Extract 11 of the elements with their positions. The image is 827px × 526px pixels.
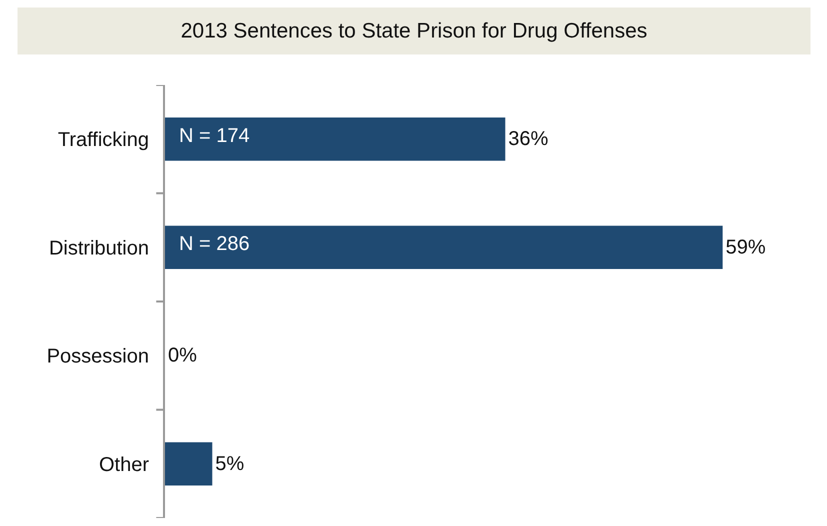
chart-title: 2013 Sentences to State Prison for Drug Offenses bbox=[180, 20, 648, 42]
annotation: N = 286 bbox=[179, 233, 250, 255]
y-tick-label: Possession bbox=[46, 346, 149, 368]
annotation: N = 174 bbox=[179, 125, 250, 147]
y-tick-label: Distribution bbox=[48, 237, 149, 260]
data-label: 36% bbox=[508, 128, 549, 150]
data-label: 0% bbox=[168, 344, 198, 367]
y-tick-label: Trafficking bbox=[58, 129, 149, 152]
data-label: 5% bbox=[215, 452, 244, 475]
data-label: 59% bbox=[726, 236, 766, 258]
y-tick-label: Other bbox=[98, 454, 150, 476]
